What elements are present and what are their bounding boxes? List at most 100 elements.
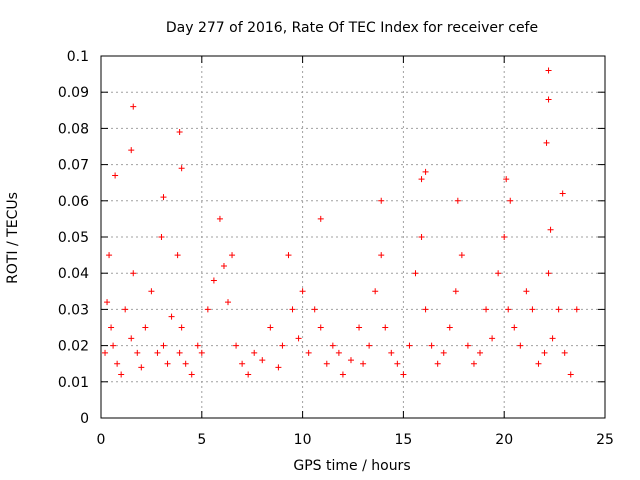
data-point xyxy=(545,270,552,277)
data-point xyxy=(225,299,232,306)
data-point xyxy=(573,306,580,313)
data-point xyxy=(378,252,385,259)
data-point xyxy=(164,360,171,367)
data-point xyxy=(360,360,367,367)
data-point xyxy=(138,364,145,371)
data-point xyxy=(317,324,324,331)
data-point xyxy=(220,262,227,269)
data-point xyxy=(289,306,296,313)
data-point xyxy=(311,306,318,313)
x-axis-label: GPS time / hours xyxy=(293,458,410,474)
data-point xyxy=(446,324,453,331)
data-point xyxy=(543,139,550,146)
data-point xyxy=(194,342,201,349)
data-point xyxy=(176,349,183,356)
data-point xyxy=(216,215,223,222)
data-point xyxy=(561,349,568,356)
data-point xyxy=(148,288,155,295)
data-point xyxy=(434,360,441,367)
data-point xyxy=(388,349,395,356)
data-point xyxy=(154,349,161,356)
data-point xyxy=(188,371,195,378)
data-point xyxy=(555,306,562,313)
y-tick-label: 0.07 xyxy=(58,158,89,174)
data-point xyxy=(422,306,429,313)
axis-ticks: 0 0.01 0.02 0.03 0.04 0.05 0.06 0.07 0.08 0.09 0.1… xyxy=(58,49,614,448)
y-tick-label: 0.08 xyxy=(58,121,89,137)
data-point xyxy=(267,324,274,331)
data-point xyxy=(275,364,282,371)
data-point xyxy=(567,371,574,378)
data-point xyxy=(134,349,141,356)
data-point xyxy=(366,342,373,349)
data-points xyxy=(102,67,580,378)
data-point xyxy=(347,357,354,364)
data-point xyxy=(523,288,530,295)
data-point xyxy=(317,215,324,222)
data-point xyxy=(130,270,137,277)
y-tick-label: 0.04 xyxy=(58,266,89,282)
data-point xyxy=(128,147,135,154)
data-point xyxy=(182,360,189,367)
chart-title: Day 277 of 2016, Rate Of TEC Index for r… xyxy=(166,20,538,36)
data-point xyxy=(545,96,552,103)
data-point xyxy=(541,349,548,356)
data-point xyxy=(464,342,471,349)
data-point xyxy=(142,324,149,331)
data-point xyxy=(440,349,447,356)
data-point xyxy=(158,234,165,240)
data-point xyxy=(160,194,167,201)
grid-lines xyxy=(101,56,605,418)
y-tick-label: 0.06 xyxy=(58,194,89,210)
data-point xyxy=(535,360,542,367)
data-point xyxy=(112,172,119,179)
data-point xyxy=(114,360,121,367)
data-point xyxy=(198,349,205,356)
plot-frame xyxy=(100,55,606,419)
data-point xyxy=(470,360,477,367)
data-point xyxy=(495,270,502,277)
data-point xyxy=(329,342,336,349)
data-point xyxy=(477,349,484,356)
data-point xyxy=(160,342,167,349)
data-point xyxy=(128,335,135,342)
data-point xyxy=(356,324,363,331)
y-tick-label: 0 xyxy=(80,411,89,427)
data-point xyxy=(489,335,496,342)
data-point xyxy=(305,349,312,356)
data-point xyxy=(418,234,425,240)
data-point xyxy=(339,371,346,378)
data-point xyxy=(176,129,183,136)
data-point xyxy=(517,342,524,349)
data-point xyxy=(400,371,407,378)
data-point xyxy=(454,197,461,204)
data-point xyxy=(418,176,425,183)
data-point xyxy=(372,288,379,295)
data-point xyxy=(204,306,211,313)
y-tick-label: 0.02 xyxy=(58,339,89,355)
data-point xyxy=(239,360,246,367)
data-point xyxy=(501,234,508,240)
data-point xyxy=(458,252,465,259)
data-point xyxy=(428,342,435,349)
data-point xyxy=(394,360,401,367)
data-point xyxy=(118,371,125,378)
data-point xyxy=(412,270,419,277)
data-point xyxy=(382,324,389,331)
data-point xyxy=(406,342,413,349)
data-point xyxy=(245,371,252,378)
data-point xyxy=(559,190,566,197)
data-point xyxy=(251,349,258,356)
data-point xyxy=(378,197,385,204)
data-point xyxy=(545,67,552,74)
data-point xyxy=(108,324,115,331)
y-tick-label: 0.1 xyxy=(67,49,89,65)
y-tick-label: 0.01 xyxy=(58,375,89,391)
data-point xyxy=(106,252,113,259)
data-point xyxy=(259,357,266,364)
data-point xyxy=(104,299,111,306)
data-point xyxy=(285,252,292,259)
data-point xyxy=(452,288,459,295)
data-point xyxy=(503,176,510,183)
data-point xyxy=(549,335,556,342)
